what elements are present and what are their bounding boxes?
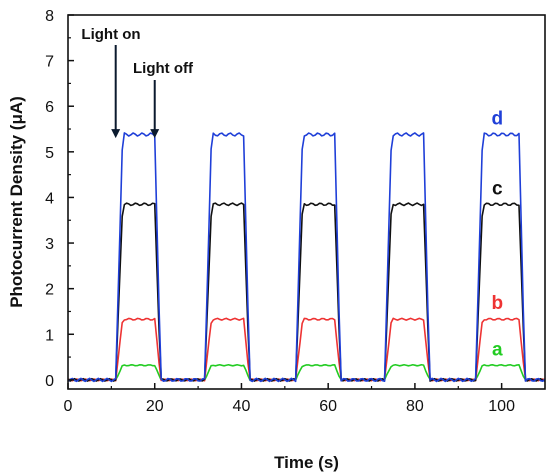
series-label-b: b <box>491 293 503 314</box>
y-axis-title: Photocurrent Density (μA) <box>7 96 26 308</box>
x-tick-label: 100 <box>488 398 515 415</box>
annotation-label: Light on <box>81 26 140 43</box>
annotations: Light on Light off <box>81 26 194 139</box>
series-label-c: c <box>492 178 503 199</box>
y-tick-label: 5 <box>45 145 54 162</box>
y-tick-label: 6 <box>45 99 54 116</box>
y-tick-label: 7 <box>45 54 54 71</box>
axis-ticks <box>67 14 503 389</box>
series-label-a: a <box>492 339 503 360</box>
x-tick-label: 80 <box>406 398 424 415</box>
y-tick-label: 2 <box>45 282 54 299</box>
x-tick-label: 60 <box>319 398 337 415</box>
y-tick-label: 4 <box>45 190 54 207</box>
series-labels: a b c d <box>491 108 503 360</box>
y-tick-label: 1 <box>45 327 54 344</box>
axis-tick-labels: 0 20 40 60 80 100 0 1 2 3 4 5 6 7 8 <box>45 8 515 415</box>
annotation-arrow-head <box>111 129 121 139</box>
x-tick-label: 40 <box>233 398 251 415</box>
series-label-d: d <box>491 108 503 129</box>
x-tick-label: 0 <box>64 398 73 415</box>
annotation-label: Light off <box>133 60 194 77</box>
y-tick-label: 3 <box>45 236 54 253</box>
y-tick-label: 0 <box>45 373 54 390</box>
series-line-c <box>67 202 546 382</box>
series-line-a <box>67 363 546 382</box>
annotation-arrow-head <box>150 129 160 139</box>
x-tick-label: 20 <box>146 398 164 415</box>
plot-lines <box>67 132 546 383</box>
series-line-b <box>67 317 546 382</box>
series-line-d <box>67 132 546 383</box>
x-axis-title: Time (s) <box>274 453 339 472</box>
y-tick-label: 8 <box>45 8 54 25</box>
plot-frame <box>67 14 546 390</box>
